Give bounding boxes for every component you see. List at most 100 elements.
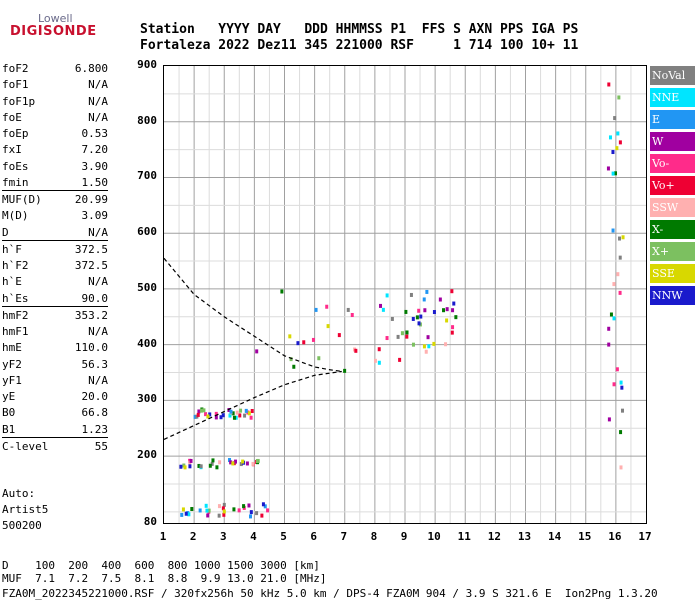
param-row: foF2 6.800 — [2, 60, 108, 76]
echo-point — [292, 364, 296, 369]
echo-point — [409, 292, 413, 297]
autoscaling-info: Auto: Artist5 500200 — [2, 486, 48, 534]
x-tick-label: 5 — [280, 530, 287, 543]
echo-point — [231, 411, 235, 416]
param-row: yF1 N/A — [2, 372, 108, 388]
x-tick-label: 10 — [427, 530, 441, 543]
param-name: fxI — [2, 143, 22, 157]
x-tick-label: 1 — [159, 530, 167, 543]
echo-point — [239, 408, 243, 413]
echo-point — [423, 308, 427, 313]
echo-point — [179, 464, 183, 469]
echo-point — [451, 325, 455, 330]
echo-point — [618, 236, 622, 241]
param-value: 0.53 — [81, 127, 109, 140]
echo-point — [208, 463, 212, 468]
param-name: yF2 — [2, 357, 22, 371]
echo-point — [210, 461, 214, 466]
header-fields-row: Station YYYY DAY DDD HHMMSS P1 FFS S AXN… — [140, 22, 579, 37]
echo-point — [208, 412, 212, 417]
param-value: N/A — [88, 373, 108, 387]
echo-point — [398, 357, 402, 362]
y-tick-label: 200 — [137, 448, 157, 462]
echo-point — [180, 512, 184, 517]
echo-point — [607, 342, 611, 347]
param-value: 90.0 — [81, 291, 109, 305]
muf-row: MUF 7.1 7.2 7.5 8.1 8.8 9.9 13.0 21.0 [M… — [2, 572, 327, 585]
echo-point — [621, 235, 625, 240]
echo-point — [444, 342, 448, 347]
echo-point — [184, 511, 188, 516]
echo-point — [454, 315, 458, 320]
param-name: C-level — [2, 439, 49, 453]
param-separator — [2, 436, 108, 438]
echo-point — [607, 82, 611, 87]
echo-point — [243, 413, 247, 418]
echo-point — [611, 228, 615, 233]
param-row: foE N/A — [2, 109, 108, 125]
echo-point — [612, 316, 616, 321]
x-tick-label: 6 — [310, 530, 317, 543]
echo-point — [422, 297, 426, 302]
echo-point — [611, 171, 615, 176]
param-row: D N/A — [2, 224, 108, 240]
echo-point — [426, 335, 430, 340]
echo-point — [244, 408, 248, 413]
legend-item-nne: NNE — [650, 88, 695, 107]
echo-point — [199, 408, 203, 413]
x-tick-label: 16 — [608, 530, 622, 543]
y-tick-label: 300 — [137, 392, 157, 406]
echo-point — [616, 272, 620, 277]
echo-point — [251, 461, 255, 466]
legend-item-vo: Vo+ — [650, 176, 695, 195]
x-tick-label: 15 — [578, 530, 592, 543]
echo-point — [615, 146, 619, 151]
echo-point — [228, 413, 232, 418]
echo-point — [238, 413, 242, 418]
param-row: C-level 55 — [2, 438, 108, 454]
echo-point — [245, 461, 249, 466]
echo-point — [390, 316, 394, 321]
param-name: h`F — [2, 242, 22, 256]
param-name: MUF(D) — [2, 193, 42, 206]
param-value: 110.0 — [74, 341, 108, 355]
echo-point — [450, 289, 454, 294]
echo-point — [188, 464, 192, 469]
echo-point — [222, 502, 226, 507]
echo-point — [396, 334, 400, 339]
echo-point — [618, 140, 622, 145]
param-value: 7.20 — [81, 143, 109, 157]
param-name: h`F2 — [2, 259, 29, 272]
echo-point — [222, 509, 226, 514]
y-tick-label: 400 — [137, 336, 157, 350]
echo-point — [620, 385, 624, 390]
param-value: 20.0 — [81, 390, 109, 403]
param-name: foF2 — [2, 62, 29, 75]
echo-point — [193, 414, 197, 419]
param-row: MUF(D) 20.99 — [2, 191, 108, 207]
echo-point — [207, 508, 211, 513]
echo-point — [411, 342, 415, 347]
echo-point — [614, 171, 618, 176]
echo-point — [405, 334, 409, 339]
echo-point — [425, 289, 429, 294]
echo-point — [385, 293, 389, 298]
echo-point — [424, 349, 428, 354]
scaled-parameters-panel: foF2 6.800 foF1 N/A foF1p N/A foE N/A foEp 0.53 fx… — [2, 60, 108, 454]
param-row: hmF1 N/A — [2, 323, 108, 339]
param-value: 1.50 — [81, 175, 109, 189]
echo-point — [204, 503, 208, 508]
x-tick-label: 8 — [370, 530, 378, 543]
echo-point — [452, 301, 456, 306]
echo-point — [235, 410, 239, 415]
echo-point — [609, 312, 613, 317]
echo-point — [618, 255, 622, 260]
param-value: 372.5 — [74, 259, 108, 272]
echo-point — [218, 460, 222, 465]
echo-point — [255, 349, 259, 354]
echo-point — [249, 510, 253, 515]
legend-item-sse: SSE — [650, 264, 695, 283]
param-row: B0 66.8 — [2, 404, 108, 420]
echo-point — [377, 347, 381, 352]
echo-point — [419, 314, 423, 319]
